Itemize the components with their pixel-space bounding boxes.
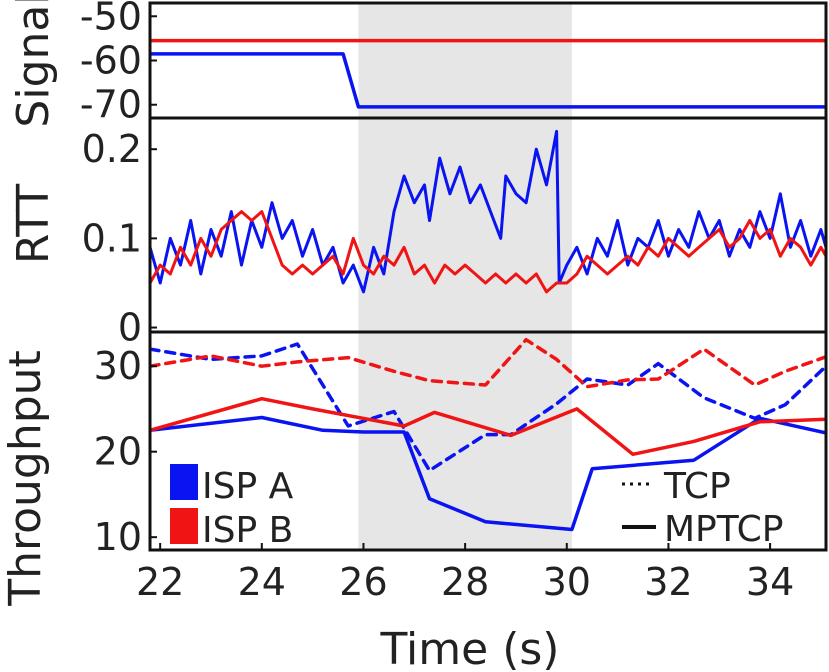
panel-frames-layer — [148, 1, 828, 552]
signal-isp-a-line — [150, 52, 826, 109]
rtt-isp-b-line — [150, 210, 826, 294]
throughput-panel-frame — [148, 330, 828, 552]
signal-ytick-label: -70 — [80, 83, 142, 127]
throughput-series-group — [150, 337, 826, 532]
xtick-label: 22 — [136, 560, 184, 604]
legend-layer: ISP A ISP B TCP MPTCP — [170, 464, 784, 551]
xtick-label: 30 — [543, 560, 591, 604]
legend-isp-a-label: ISP A — [202, 466, 294, 507]
tick-layer: -50-60-70 0 0.1 0.2 10 20 30 22 24 26 28 30 32 34 — [80, 0, 794, 604]
signal-series-group — [150, 38, 826, 109]
xtick-label: 32 — [644, 560, 692, 604]
rtt-series-group — [150, 129, 826, 294]
legend-isp-b-swatch — [170, 508, 198, 544]
signal-ylabel: Signal — [8, 0, 59, 128]
throughput-ylabel: Throughput — [0, 350, 51, 607]
legend-isp: ISP A ISP B — [170, 464, 294, 551]
xtick-label: 28 — [441, 560, 489, 604]
xtick-label: 26 — [339, 560, 387, 604]
rtt-ylabel: RTT — [8, 184, 59, 264]
throughput-isp-b-mptcp-line — [150, 396, 826, 457]
x-axis-label: Time (s) — [380, 624, 560, 672]
rtt-ytick-label: 0.1 — [82, 216, 142, 260]
rtt-ytick-label: 0 — [118, 306, 142, 350]
series-layer — [150, 38, 826, 532]
legend-tcp-label: TCP — [663, 466, 731, 507]
xtick-label: 24 — [238, 560, 286, 604]
legend-isp-a-swatch — [170, 464, 198, 500]
throughput-isp-a-mptcp-line — [150, 415, 826, 532]
throughput-isp-b-tcp-line — [150, 337, 826, 389]
legend-isp-b-label: ISP B — [202, 510, 293, 551]
axis-label-layer: Signal RTT Throughput Time (s) — [0, 0, 559, 672]
throughput-ytick-label: 10 — [94, 515, 142, 559]
shaded-interval-layer — [358, 3, 572, 550]
throughput-ytick-label: 30 — [94, 344, 142, 388]
shaded-interval — [358, 3, 572, 550]
throughput-ytick-label: 20 — [94, 430, 142, 474]
signal-ytick-label: -60 — [80, 39, 142, 83]
xtick-label: 34 — [746, 560, 794, 604]
rtt-ytick-label: 0.2 — [82, 127, 142, 171]
signal-ytick-label: -50 — [80, 0, 142, 38]
legend-mptcp-label: MPTCP — [664, 509, 784, 550]
legend-protocol: TCP MPTCP — [622, 466, 784, 550]
